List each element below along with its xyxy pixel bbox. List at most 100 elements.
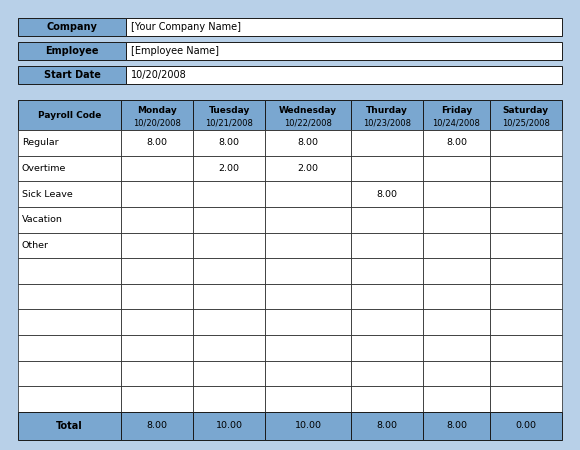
- Bar: [193, 100, 265, 130]
- Bar: [490, 387, 562, 412]
- Text: 8.00: 8.00: [376, 189, 397, 198]
- Bar: [121, 156, 193, 181]
- Text: Employee: Employee: [45, 46, 99, 56]
- Bar: [351, 100, 423, 130]
- Bar: [423, 412, 490, 440]
- Text: Start Date: Start Date: [44, 70, 100, 80]
- Bar: [490, 181, 562, 207]
- Bar: [490, 258, 562, 284]
- Text: 10.00: 10.00: [295, 422, 321, 431]
- Bar: [126, 18, 562, 36]
- Bar: [490, 100, 562, 130]
- Text: 8.00: 8.00: [219, 138, 240, 147]
- Text: Friday: Friday: [441, 106, 472, 115]
- Bar: [423, 207, 490, 233]
- Bar: [265, 207, 351, 233]
- Bar: [18, 284, 121, 310]
- Bar: [193, 412, 265, 440]
- Text: 8.00: 8.00: [146, 422, 168, 431]
- Bar: [265, 387, 351, 412]
- Bar: [193, 233, 265, 258]
- Bar: [121, 310, 193, 335]
- Bar: [18, 207, 121, 233]
- Bar: [351, 258, 423, 284]
- Bar: [490, 310, 562, 335]
- Bar: [121, 258, 193, 284]
- Bar: [193, 310, 265, 335]
- Bar: [490, 156, 562, 181]
- Bar: [265, 156, 351, 181]
- Bar: [351, 156, 423, 181]
- Text: Tuesday: Tuesday: [208, 106, 250, 115]
- Bar: [121, 130, 193, 156]
- Bar: [490, 412, 562, 440]
- Text: 10/22/2008: 10/22/2008: [284, 118, 332, 127]
- Bar: [18, 335, 121, 361]
- Bar: [121, 181, 193, 207]
- Text: 10/25/2008: 10/25/2008: [502, 118, 550, 127]
- Bar: [18, 258, 121, 284]
- Bar: [351, 335, 423, 361]
- Text: [Employee Name]: [Employee Name]: [131, 46, 219, 56]
- Bar: [423, 284, 490, 310]
- Bar: [193, 284, 265, 310]
- Bar: [265, 233, 351, 258]
- Bar: [265, 181, 351, 207]
- Bar: [351, 412, 423, 440]
- Bar: [18, 233, 121, 258]
- Bar: [121, 100, 193, 130]
- Bar: [265, 258, 351, 284]
- Bar: [490, 361, 562, 387]
- Bar: [265, 361, 351, 387]
- Bar: [121, 284, 193, 310]
- Bar: [351, 207, 423, 233]
- Bar: [18, 412, 121, 440]
- Text: 2.00: 2.00: [298, 164, 318, 173]
- Bar: [18, 100, 121, 130]
- Text: Company: Company: [46, 22, 97, 32]
- Bar: [121, 412, 193, 440]
- Bar: [351, 361, 423, 387]
- Bar: [18, 310, 121, 335]
- Bar: [193, 207, 265, 233]
- Bar: [423, 181, 490, 207]
- Bar: [18, 181, 121, 207]
- Text: Total: Total: [56, 421, 83, 431]
- Bar: [18, 18, 126, 36]
- Text: 10/20/2008: 10/20/2008: [133, 118, 181, 127]
- Text: [Your Company Name]: [Your Company Name]: [131, 22, 241, 32]
- Bar: [351, 310, 423, 335]
- Text: Overtime: Overtime: [22, 164, 66, 173]
- Bar: [423, 258, 490, 284]
- Text: 8.00: 8.00: [146, 138, 168, 147]
- Bar: [193, 156, 265, 181]
- Bar: [121, 335, 193, 361]
- Bar: [423, 130, 490, 156]
- Bar: [351, 181, 423, 207]
- Bar: [121, 387, 193, 412]
- Bar: [121, 233, 193, 258]
- Text: 0.00: 0.00: [516, 422, 536, 431]
- Bar: [18, 387, 121, 412]
- Bar: [423, 100, 490, 130]
- Text: 10/23/2008: 10/23/2008: [363, 118, 411, 127]
- Text: Thurday: Thurday: [366, 106, 408, 115]
- Bar: [126, 66, 562, 84]
- Bar: [351, 233, 423, 258]
- Bar: [265, 310, 351, 335]
- Bar: [490, 130, 562, 156]
- Bar: [18, 66, 126, 84]
- Text: Payroll Code: Payroll Code: [38, 111, 101, 120]
- Bar: [423, 310, 490, 335]
- Bar: [126, 42, 562, 60]
- Bar: [18, 42, 126, 60]
- Text: 10/24/2008: 10/24/2008: [433, 118, 480, 127]
- Bar: [265, 412, 351, 440]
- Bar: [490, 335, 562, 361]
- Text: 8.00: 8.00: [298, 138, 318, 147]
- Bar: [351, 130, 423, 156]
- Text: 8.00: 8.00: [376, 422, 397, 431]
- Bar: [423, 233, 490, 258]
- Bar: [490, 233, 562, 258]
- Text: Saturday: Saturday: [503, 106, 549, 115]
